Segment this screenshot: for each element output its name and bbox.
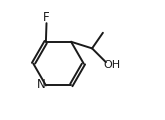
Text: N: N [37, 78, 46, 91]
Text: OH: OH [103, 60, 120, 70]
Text: F: F [43, 11, 50, 24]
